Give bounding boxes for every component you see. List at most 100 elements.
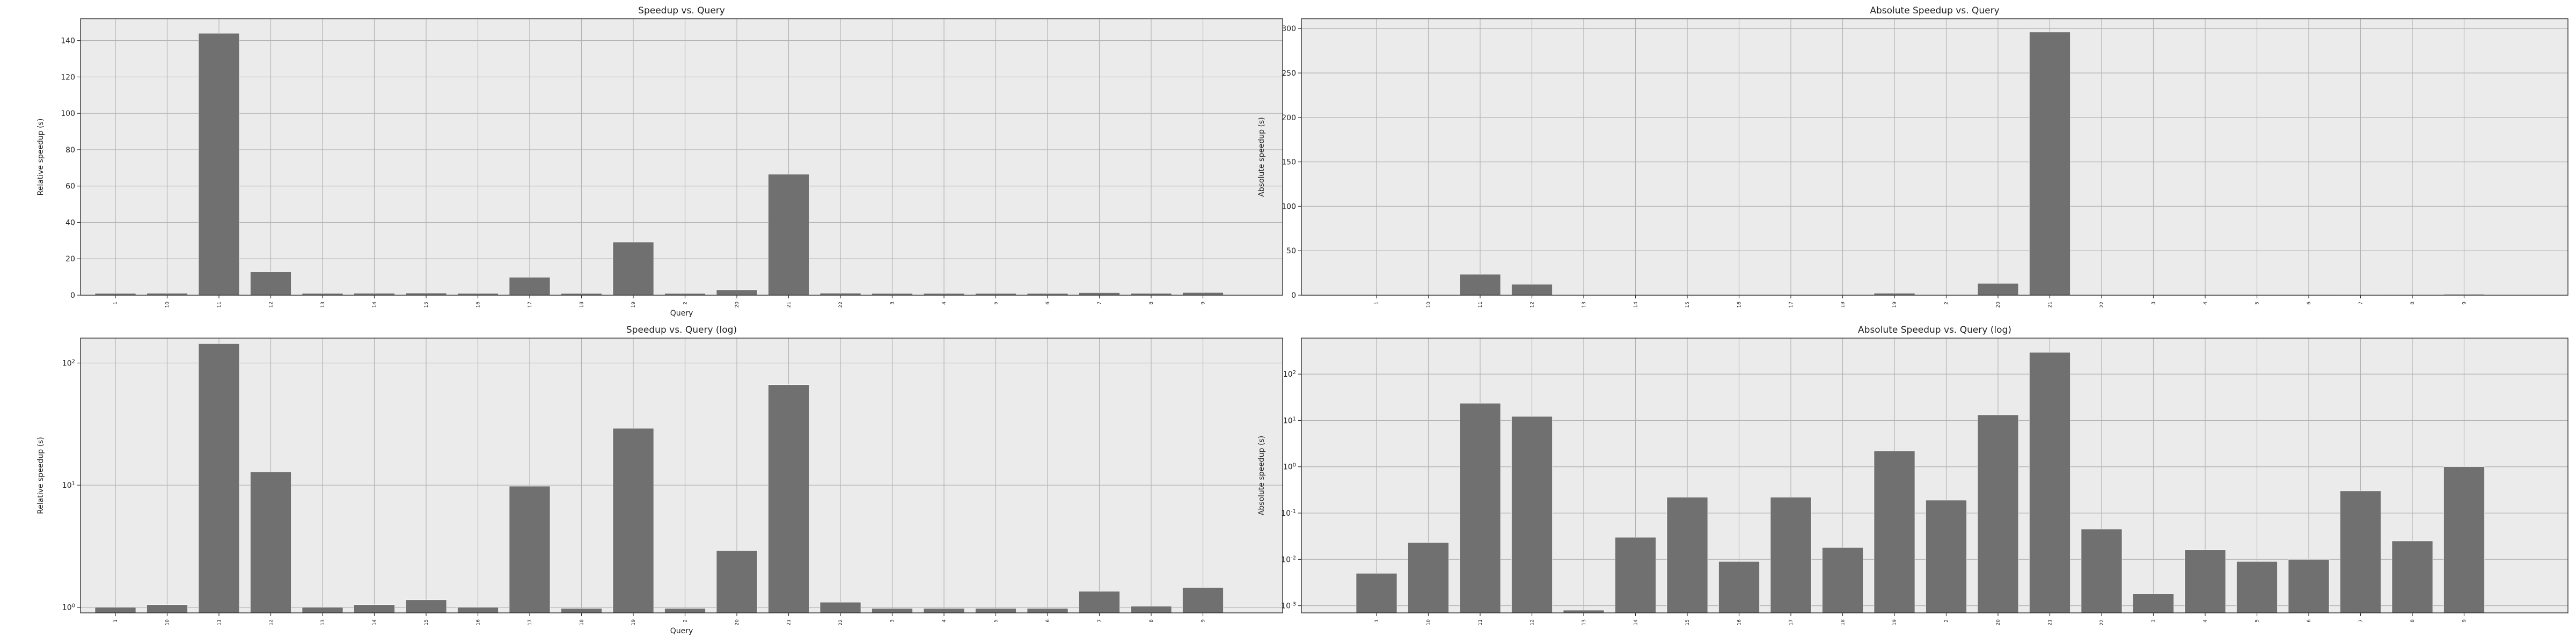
bar	[250, 472, 291, 613]
x-tick-label: 16	[1737, 302, 1743, 308]
bar	[1615, 537, 1656, 613]
bar	[2029, 352, 2070, 613]
bar	[1182, 292, 1224, 296]
x-tick-label: 7	[2359, 302, 2364, 305]
y-tick-label: 102	[62, 358, 75, 368]
y-tick-label: 50	[1286, 247, 1296, 255]
x-tick-label: 10	[165, 619, 171, 626]
chart-2: 0 50 100 150 200 250 300 1 10 11 12 13 14 15 16 17 18 19 2…	[1257, 5, 2568, 308]
x-tick-label: 11	[1478, 302, 1483, 308]
x-tick-label: 5	[2255, 619, 2260, 623]
bar	[2081, 529, 2123, 613]
x-tick-label: 20	[735, 302, 740, 308]
x-tick-label: 19	[1892, 302, 1898, 308]
bar	[2443, 466, 2485, 613]
bar	[302, 607, 343, 613]
y-axis-label: Relative speedup (s)	[36, 119, 45, 196]
x-tick-label: 4	[942, 302, 947, 305]
bar	[405, 599, 447, 613]
bar	[1408, 542, 1449, 613]
y-tick-label: 140	[61, 37, 75, 46]
y-tick-label: 120	[61, 73, 75, 82]
x-tick-label: 17	[528, 302, 533, 308]
x-tick-label: 18	[580, 619, 585, 626]
bar	[819, 602, 861, 613]
x-tick-label: 20	[1996, 302, 2001, 308]
x-tick-label: 14	[1634, 619, 1639, 626]
plot-frame	[1301, 18, 2568, 296]
bar	[2029, 32, 2070, 296]
x-tick-label: 22	[2099, 619, 2105, 625]
x-tick-label: 21	[2048, 619, 2053, 625]
y-tick-label: 150	[1282, 158, 1296, 167]
y-axis-label: Absolute speedup (s)	[1257, 117, 1266, 196]
x-axis-label: Query	[670, 309, 693, 318]
bar	[1511, 416, 1553, 613]
x-tick-label: 8	[2410, 302, 2416, 305]
x-tick-label: 15	[424, 619, 429, 625]
x-tick-label: 8	[1149, 619, 1154, 623]
x-tick-label: 12	[1530, 302, 1535, 308]
y-tick-label: 0	[70, 291, 75, 300]
x-tick-label: 9	[2462, 302, 2468, 305]
x-tick-label: 15	[424, 302, 429, 308]
bar	[1182, 587, 1224, 613]
x-tick-label: 16	[1737, 619, 1743, 626]
x-tick-label: 17	[1789, 619, 1794, 625]
x-tick-label: 4	[2203, 619, 2208, 623]
x-tick-label: 11	[1478, 619, 1483, 625]
x-tick-label: 1	[113, 302, 119, 305]
x-tick-label: 2	[1944, 302, 1950, 305]
bar	[94, 607, 136, 613]
x-tick-label: 11	[217, 619, 222, 625]
x-tick-label: 9	[1201, 302, 1206, 305]
bar	[2391, 540, 2433, 613]
bar	[1079, 591, 1120, 613]
bar	[2133, 594, 2174, 613]
x-tick-label: 14	[1634, 302, 1639, 308]
chart-title: Absolute Speedup vs. Query	[1870, 5, 1999, 16]
x-tick-label: 21	[787, 302, 792, 308]
y-tick-label: 60	[65, 182, 75, 191]
y-tick-label: 200	[1282, 114, 1296, 122]
x-tick-label: 12	[269, 619, 274, 625]
x-tick-label: 19	[1892, 619, 1898, 626]
x-tick-label: 9	[2462, 619, 2468, 623]
x-tick-label: 22	[838, 619, 844, 625]
x-tick-label: 18	[1841, 619, 1846, 626]
bar	[1977, 414, 2019, 613]
y-tick-label: 250	[1282, 69, 1296, 78]
bar	[2340, 491, 2381, 613]
x-tick-label: 7	[2359, 619, 2364, 623]
bar	[1356, 573, 1397, 613]
bar	[1770, 497, 1812, 613]
x-tick-label: 22	[2099, 302, 2105, 308]
bar	[1977, 283, 2019, 296]
x-tick-label: 18	[580, 302, 585, 308]
x-tick-label: 3	[2151, 619, 2157, 623]
x-tick-label: 7	[1097, 302, 1103, 305]
y-tick-label: 101	[62, 481, 75, 491]
y-tick-label: 100	[1283, 462, 1296, 472]
x-tick-label: 6	[2307, 619, 2312, 623]
x-tick-label: 6	[2307, 302, 2312, 305]
bar	[1459, 403, 1501, 613]
bar	[1027, 608, 1069, 613]
x-axis-label: Query	[670, 627, 693, 635]
y-tick-label: 100	[1282, 202, 1296, 211]
x-tick-label: 1	[1374, 619, 1380, 623]
x-tick-label: 1	[1374, 302, 1380, 305]
chart-4: 10-3 10-2 10-1 100 101 102 1 10 11 12 13 14 15 16 17 18…	[1257, 325, 2568, 625]
x-tick-label: 16	[476, 302, 481, 308]
chart-title: Speedup vs. Query (log)	[626, 325, 737, 335]
x-tick-label: 22	[838, 302, 844, 308]
plot-area	[80, 19, 1283, 295]
y-tick-label: 10-3	[1281, 601, 1296, 611]
bar	[147, 604, 188, 613]
x-tick-label: 10	[1426, 619, 1432, 626]
x-tick-label: 14	[372, 619, 378, 626]
chart-title: Speedup vs. Query	[638, 5, 725, 16]
x-tick-label: 12	[1530, 619, 1535, 625]
bar	[509, 486, 551, 613]
